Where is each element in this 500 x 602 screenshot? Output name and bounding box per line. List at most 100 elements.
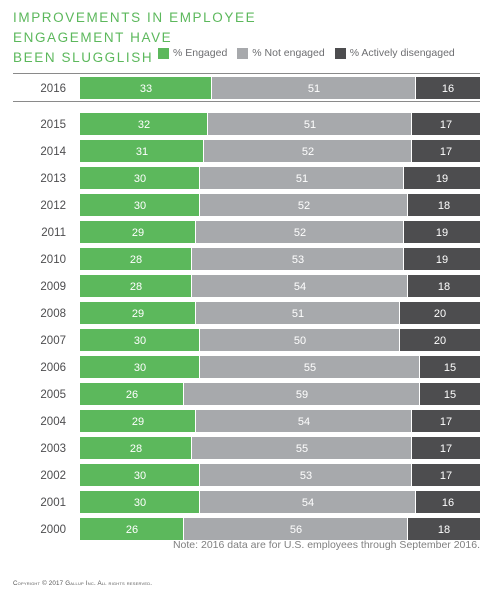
year-label-2011: 2011 bbox=[41, 227, 66, 239]
bar-not-engaged-2006 bbox=[200, 356, 419, 378]
bar-actively-disengaged-2001 bbox=[416, 491, 480, 513]
year-label-2016: 2016 bbox=[40, 83, 66, 95]
value-label-not-engaged-2009: 54 bbox=[294, 281, 306, 293]
value-label-actively-disengaged-2013: 19 bbox=[436, 173, 448, 185]
bar-engaged-2014 bbox=[80, 140, 203, 162]
bar-actively-disengaged-2000 bbox=[408, 518, 480, 540]
value-label-not-engaged-2011: 52 bbox=[294, 227, 306, 239]
bar-not-engaged-2008 bbox=[196, 302, 399, 324]
bar-actively-disengaged-2004 bbox=[412, 410, 480, 432]
legend-label-not-engaged: % Not engaged bbox=[252, 47, 325, 59]
value-label-engaged-2010: 28 bbox=[130, 254, 142, 266]
year-label-2014: 2014 bbox=[40, 146, 66, 158]
value-label-not-engaged-2006: 55 bbox=[304, 362, 316, 374]
bar-actively-disengaged-2016 bbox=[416, 77, 480, 99]
year-label-2009: 2009 bbox=[40, 281, 66, 293]
legend-item-engaged: % Engaged bbox=[158, 47, 227, 59]
bar-engaged-2013 bbox=[80, 167, 199, 189]
bar-not-engaged-2004 bbox=[196, 410, 411, 432]
year-label-2000: 2000 bbox=[40, 524, 66, 536]
legend-swatch-not-engaged bbox=[237, 47, 249, 59]
year-label-2013: 2013 bbox=[40, 173, 66, 185]
bar-actively-disengaged-2007 bbox=[400, 329, 480, 351]
value-label-engaged-2000: 26 bbox=[126, 524, 138, 536]
value-label-not-engaged-2002: 53 bbox=[300, 470, 312, 482]
year-label-2005: 2005 bbox=[40, 389, 66, 401]
legend-swatch-engaged bbox=[158, 47, 169, 59]
year-label-2001: 2001 bbox=[40, 497, 66, 509]
value-label-engaged-2016: 33 bbox=[140, 83, 152, 95]
year-label-2002: 2002 bbox=[40, 470, 66, 482]
bar-actively-disengaged-2003 bbox=[412, 437, 480, 459]
bar-not-engaged-2007 bbox=[200, 329, 399, 351]
year-label-2003: 2003 bbox=[40, 443, 66, 455]
value-label-actively-disengaged-2012: 18 bbox=[438, 200, 450, 212]
value-label-engaged-2015: 32 bbox=[138, 119, 150, 131]
year-label-2007: 2007 bbox=[40, 335, 66, 347]
value-label-actively-disengaged-2004: 17 bbox=[440, 416, 452, 428]
chart-title-line-2: BEEN SLUGGLISH bbox=[13, 50, 154, 65]
value-label-engaged-2014: 31 bbox=[136, 146, 148, 158]
value-label-actively-disengaged-2007: 20 bbox=[434, 335, 446, 347]
bar-engaged-2000 bbox=[80, 518, 183, 540]
bar-actively-disengaged-2015 bbox=[412, 113, 480, 135]
bar-not-engaged-2016 bbox=[212, 77, 415, 99]
legend-label-engaged: % Engaged bbox=[173, 47, 228, 59]
value-label-actively-disengaged-2005: 15 bbox=[444, 389, 456, 401]
bar-not-engaged-2011 bbox=[196, 221, 403, 243]
value-label-actively-disengaged-2003: 17 bbox=[440, 443, 452, 455]
value-label-not-engaged-2001: 54 bbox=[302, 497, 314, 509]
value-label-not-engaged-2003: 55 bbox=[296, 443, 308, 455]
bar-engaged-2008 bbox=[80, 302, 195, 324]
value-label-not-engaged-2012: 52 bbox=[298, 200, 310, 212]
value-label-not-engaged-2016: 51 bbox=[308, 83, 320, 95]
value-label-actively-disengaged-2011: 19 bbox=[436, 227, 448, 239]
bar-engaged-2003 bbox=[80, 437, 191, 459]
bar-not-engaged-2013 bbox=[200, 167, 403, 189]
bar-engaged-2005 bbox=[80, 383, 183, 405]
value-label-engaged-2008: 29 bbox=[132, 308, 144, 320]
year-label-2015: 2015 bbox=[40, 119, 66, 131]
bar-engaged-2010 bbox=[80, 248, 191, 270]
value-label-not-engaged-2013: 51 bbox=[296, 173, 308, 185]
bar-engaged-2001 bbox=[80, 491, 199, 513]
bar-not-engaged-2001 bbox=[200, 491, 415, 513]
bar-engaged-2011 bbox=[80, 221, 195, 243]
value-label-engaged-2012: 30 bbox=[134, 200, 146, 212]
value-label-engaged-2001: 30 bbox=[134, 497, 146, 509]
bar-engaged-2015 bbox=[80, 113, 207, 135]
value-label-not-engaged-2010: 53 bbox=[292, 254, 304, 266]
value-label-engaged-2006: 30 bbox=[134, 362, 146, 374]
bar-not-engaged-2010 bbox=[192, 248, 403, 270]
bar-actively-disengaged-2011 bbox=[404, 221, 480, 243]
year-label-2012: 2012 bbox=[40, 200, 66, 212]
value-label-actively-disengaged-2000: 18 bbox=[438, 524, 450, 536]
year-label-2010: 2010 bbox=[40, 254, 66, 266]
bar-not-engaged-2009 bbox=[192, 275, 407, 297]
legend-item-actively-disengaged: % Actively disengaged bbox=[334, 47, 455, 59]
bar-not-engaged-2002 bbox=[200, 464, 411, 486]
bar-actively-disengaged-2005 bbox=[420, 383, 480, 405]
separator-top bbox=[13, 73, 480, 74]
separator-middle bbox=[13, 101, 480, 102]
bar-engaged-2006 bbox=[80, 356, 199, 378]
year-label-2004: 2004 bbox=[40, 416, 66, 428]
value-label-not-engaged-2000: 56 bbox=[290, 524, 302, 536]
value-label-actively-disengaged-2006: 15 bbox=[444, 362, 456, 374]
bar-actively-disengaged-2009 bbox=[408, 275, 480, 297]
bar-actively-disengaged-2010 bbox=[404, 248, 480, 270]
year-label-2008: 2008 bbox=[40, 308, 66, 320]
bar-engaged-2007 bbox=[80, 329, 199, 351]
chart-note: Note: 2016 data are for U.S. employees t… bbox=[172, 539, 480, 551]
value-label-engaged-2007: 30 bbox=[134, 335, 146, 347]
value-label-actively-disengaged-2015: 17 bbox=[440, 119, 452, 131]
year-label-2006: 2006 bbox=[40, 362, 66, 374]
value-label-actively-disengaged-2010: 19 bbox=[436, 254, 448, 266]
bar-engaged-2002 bbox=[80, 464, 199, 486]
bar-actively-disengaged-2006 bbox=[420, 356, 480, 378]
value-label-engaged-2004: 29 bbox=[132, 416, 144, 428]
bar-engaged-2009 bbox=[80, 275, 191, 297]
value-label-not-engaged-2004: 54 bbox=[298, 416, 310, 428]
value-label-engaged-2002: 30 bbox=[134, 470, 146, 482]
